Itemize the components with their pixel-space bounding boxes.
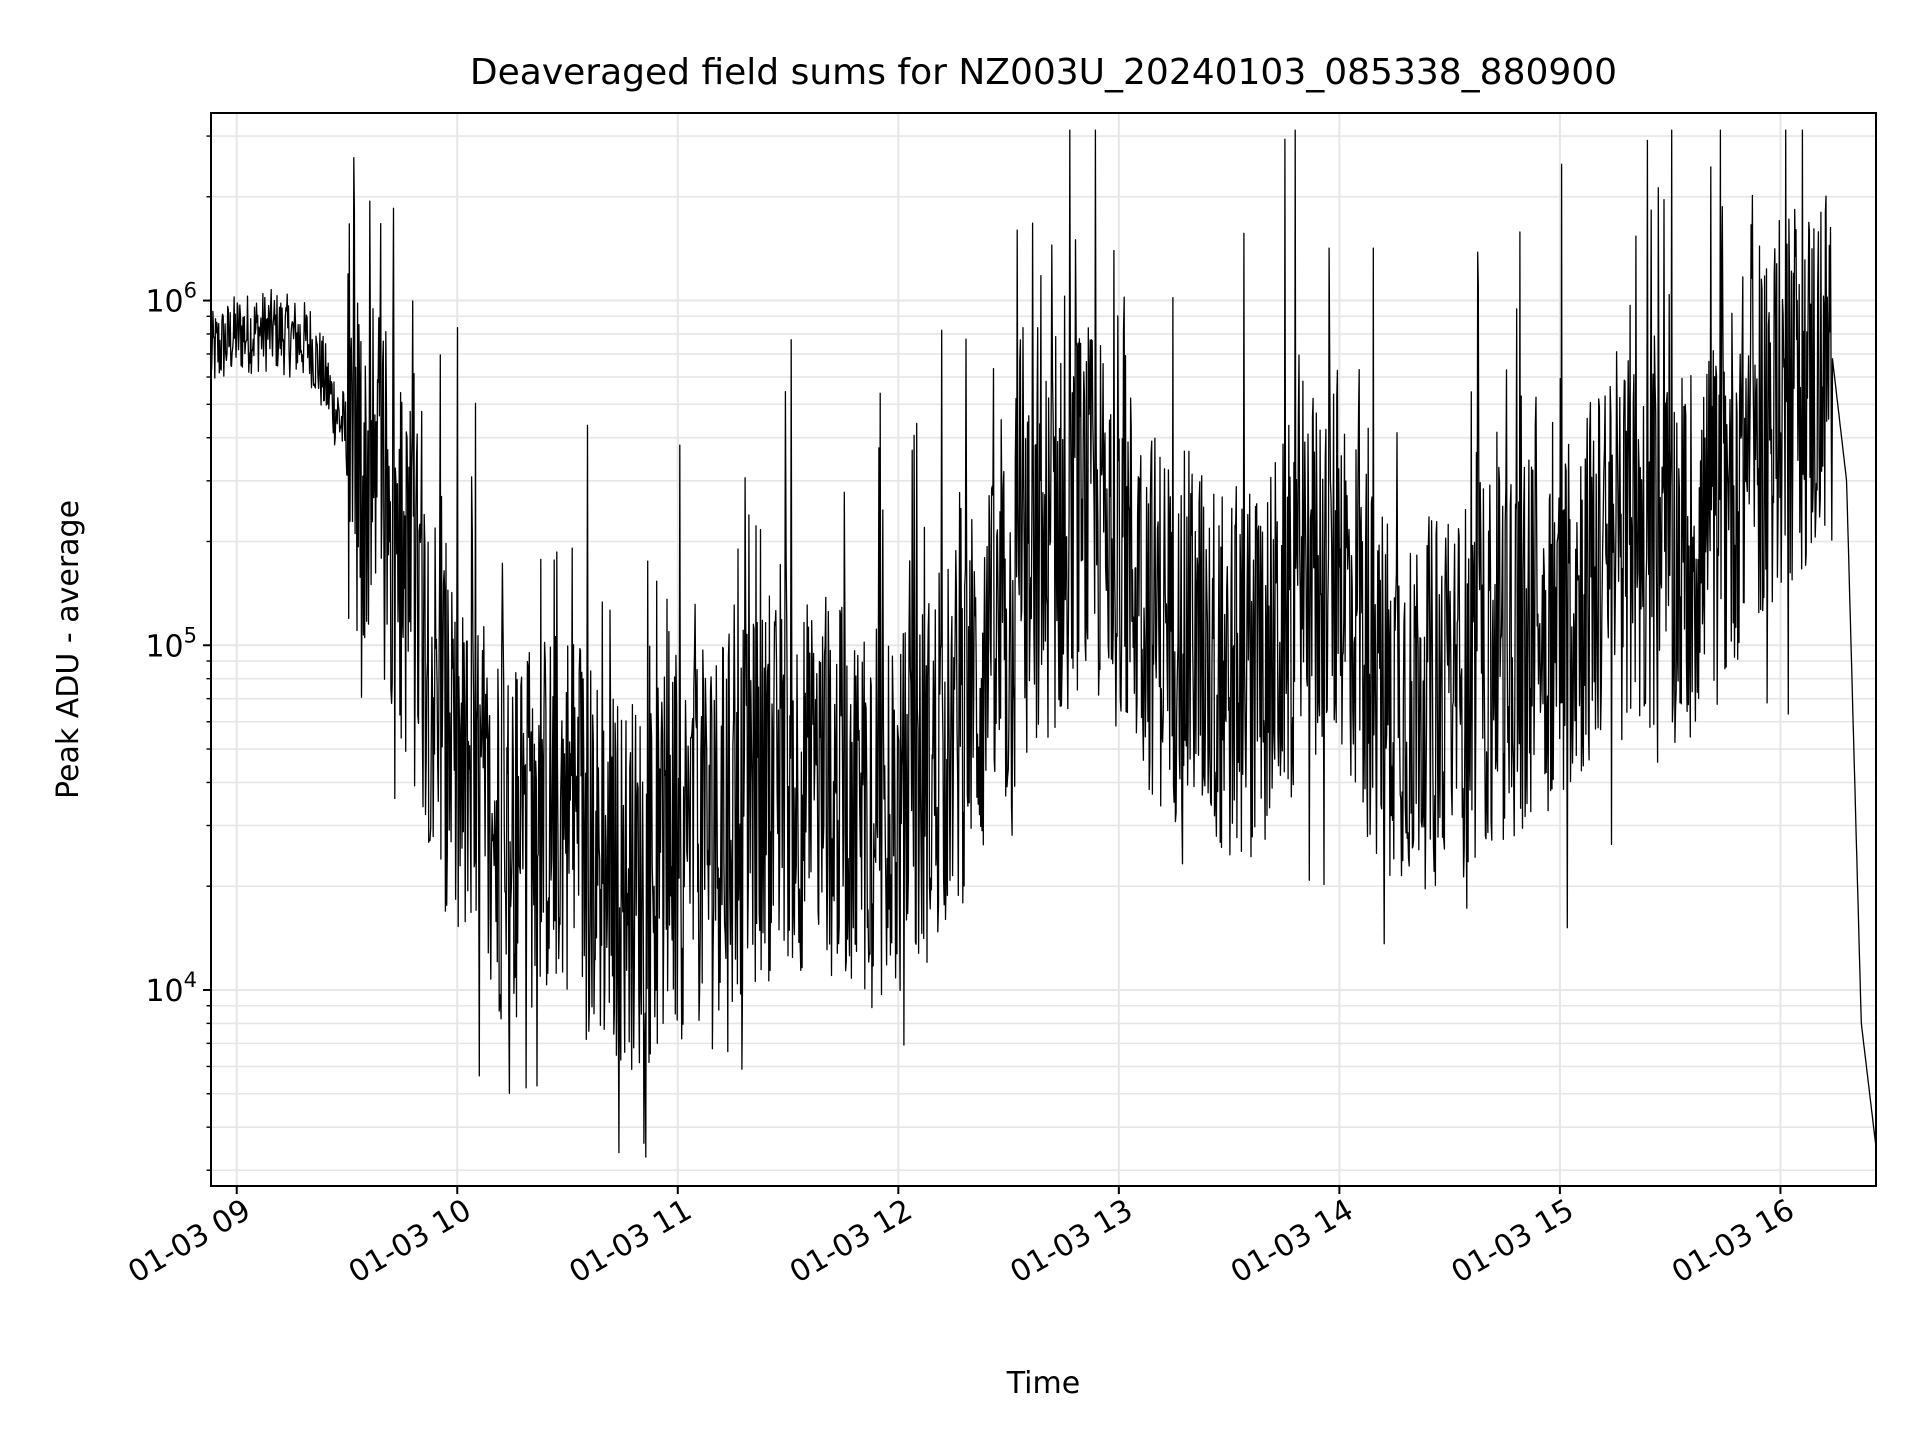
y-tick-label: 105 <box>145 623 197 664</box>
x-axis-label: Time <box>1006 1366 1080 1401</box>
series-layer <box>210 129 1877 1158</box>
x-tick-label: 01-03 16 <box>1666 1193 1800 1291</box>
x-tick-label: 01-03 14 <box>1225 1193 1359 1291</box>
x-tick-label: 01-03 15 <box>1446 1193 1580 1291</box>
y-axis: 104 105 106 <box>145 135 211 1171</box>
x-tick-label: 01-03 13 <box>1005 1193 1139 1291</box>
x-tick-label: 01-03 11 <box>563 1193 697 1291</box>
x-tick-label: 01-03 10 <box>343 1193 477 1291</box>
x-tick-label: 01-03 12 <box>784 1193 918 1291</box>
x-axis: 01-03 09 01-03 10 01-03 11 01-03 12 01-03 13… <box>122 1186 1800 1290</box>
plot-frame <box>210 112 1877 1187</box>
chart-title: Deaveraged field sums for NZ003U_2024010… <box>470 52 1617 93</box>
y-tick-label: 104 <box>145 968 197 1009</box>
x-tick-label: 01-03 09 <box>122 1193 256 1291</box>
y-tick-label: 106 <box>145 279 197 320</box>
series-line <box>210 129 1877 1158</box>
y-axis-label: Peak ADU - average <box>51 500 86 799</box>
